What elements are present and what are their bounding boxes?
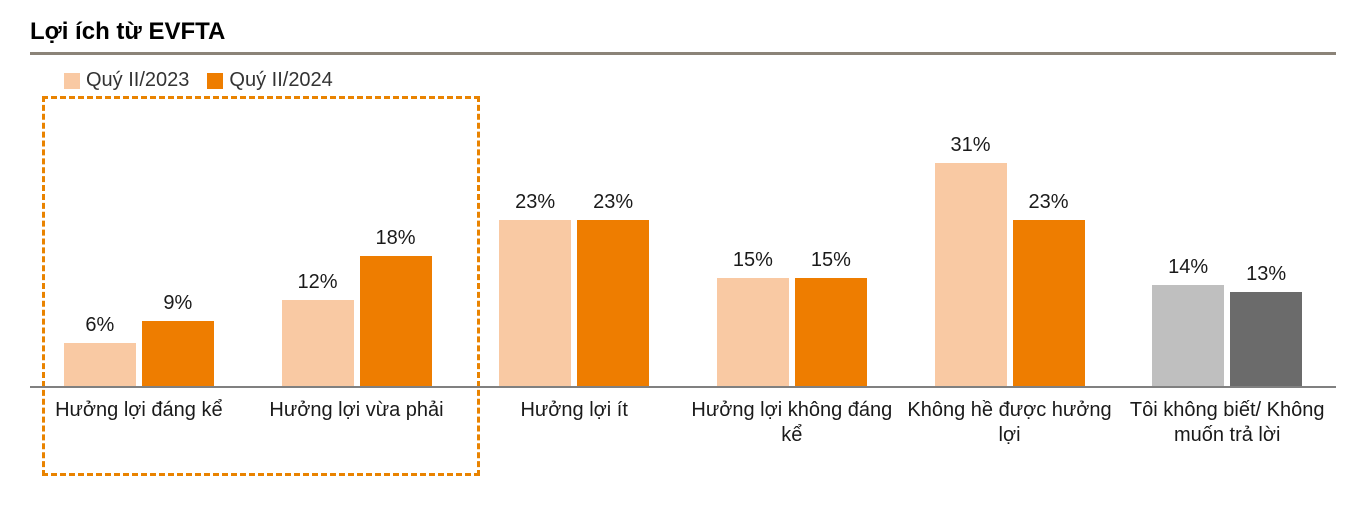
bar-value-label: 9% xyxy=(163,292,192,315)
bar-chart: 6% 9% 12% 18% 23% 23% 15% 15% 31% 23% 14% 13% xyxy=(30,96,1336,388)
legend-label-0: Quý II/2023 xyxy=(86,69,189,92)
bar-value-label: 23% xyxy=(593,191,633,214)
bar-rect xyxy=(1152,285,1224,386)
chart-area: 6% 9% 12% 18% 23% 23% 15% 15% 31% 23% 14% 13% Hưởng… xyxy=(30,96,1336,472)
category-labels-row: Hưởng lợi đáng kểHưởng lợi vừa phảiHưởng… xyxy=(30,388,1336,472)
legend-label-1: Quý II/2024 xyxy=(229,69,332,92)
category-label: Hưởng lợi không đáng kể xyxy=(683,398,901,472)
bar-value-label: 15% xyxy=(733,249,773,272)
bar-group: 6% 9% xyxy=(30,292,248,388)
bar: 13% xyxy=(1230,263,1302,386)
bar: 6% xyxy=(64,314,136,386)
legend-item-0: Quý II/2023 xyxy=(64,69,189,92)
bar-group: 14% 13% xyxy=(1118,256,1336,388)
bar-value-label: 12% xyxy=(297,271,337,294)
category-label: Hưởng lợi đáng kể xyxy=(30,398,248,472)
bar-rect xyxy=(360,256,432,386)
category-label: Không hề được hưởng lợi xyxy=(901,398,1119,472)
bar-group: 31% 23% xyxy=(901,134,1119,388)
category-label: Hưởng lợi ít xyxy=(465,398,683,472)
bar-value-label: 31% xyxy=(951,134,991,157)
bar: 12% xyxy=(282,271,354,386)
category-label: Hưởng lợi vừa phải xyxy=(248,398,466,472)
bar-rect xyxy=(795,278,867,386)
bar-rect xyxy=(282,300,354,386)
bar: 23% xyxy=(499,191,571,386)
bar-rect xyxy=(499,220,571,386)
bar: 23% xyxy=(577,191,649,386)
bar-value-label: 15% xyxy=(811,249,851,272)
bar: 15% xyxy=(795,249,867,386)
legend-swatch-0 xyxy=(64,73,80,89)
bar-rect xyxy=(1230,292,1302,386)
bar-rect xyxy=(1013,220,1085,386)
bar-value-label: 23% xyxy=(1029,191,1069,214)
bar-value-label: 18% xyxy=(375,227,415,250)
bar: 23% xyxy=(1013,191,1085,386)
bar-group: 12% 18% xyxy=(248,227,466,388)
legend-swatch-1 xyxy=(207,73,223,89)
title-rule xyxy=(30,52,1336,55)
bar-value-label: 13% xyxy=(1246,263,1286,286)
bar: 18% xyxy=(360,227,432,386)
category-label: Tôi không biết/ Không muốn trả lời xyxy=(1118,398,1336,472)
bar-group: 15% 15% xyxy=(683,249,901,388)
chart-title: Lợi ích từ EVFTA xyxy=(30,18,1336,46)
bar: 9% xyxy=(142,292,214,386)
bar-rect xyxy=(577,220,649,386)
bar-rect xyxy=(64,343,136,386)
legend-item-1: Quý II/2024 xyxy=(207,69,332,92)
bar: 31% xyxy=(935,134,1007,386)
bar: 15% xyxy=(717,249,789,386)
bar: 14% xyxy=(1152,256,1224,386)
bar-rect xyxy=(935,163,1007,386)
bar-value-label: 14% xyxy=(1168,256,1208,279)
bar-rect xyxy=(717,278,789,386)
bar-rect xyxy=(142,321,214,386)
bar-group: 23% 23% xyxy=(465,191,683,388)
bar-value-label: 23% xyxy=(515,191,555,214)
bar-value-label: 6% xyxy=(85,314,114,337)
legend: Quý II/2023 Quý II/2024 xyxy=(64,69,1336,92)
